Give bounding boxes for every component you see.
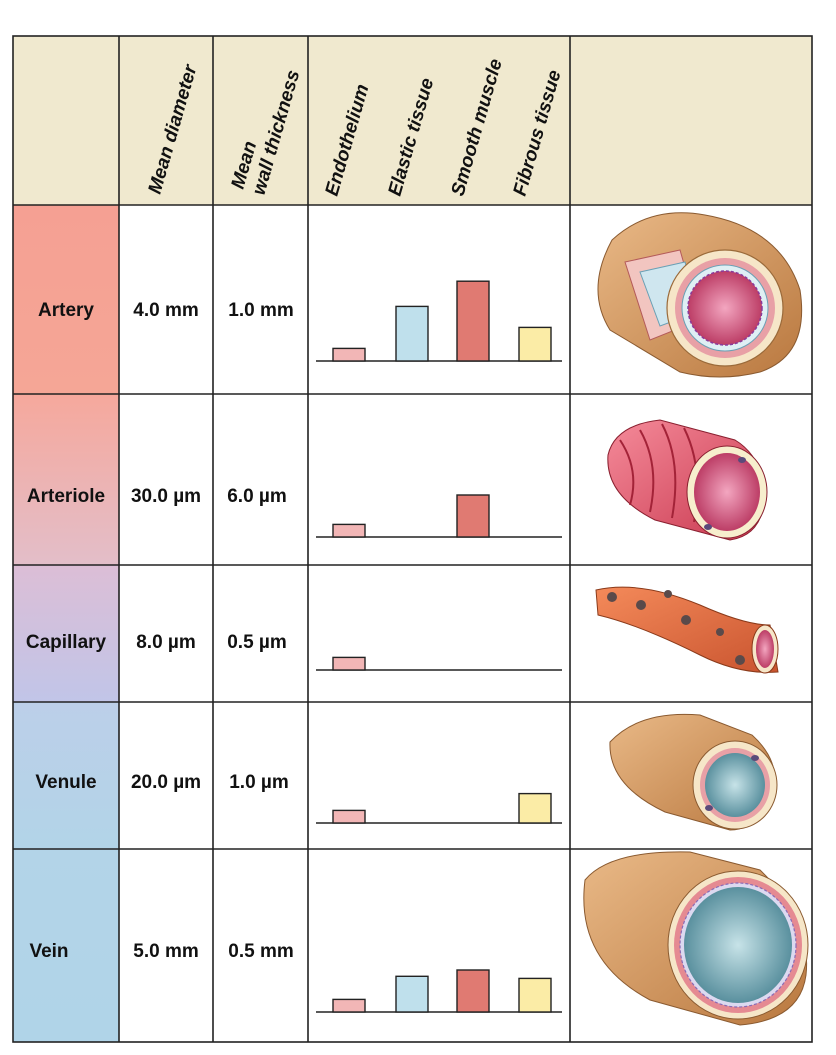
bar-capillary-endothelium	[332, 656, 366, 671]
mean-diameter-value: 5.0 mm	[133, 941, 198, 962]
bar-artery-fibrous-tissue	[518, 326, 552, 362]
tissue-composition-bars	[316, 280, 562, 1013]
wall-thickness-value: 6.0 µm	[227, 486, 287, 507]
table-grid	[12, 35, 813, 1043]
wall-thickness-value: 0.5 µm	[227, 632, 287, 653]
mean-diameter-value: 4.0 mm	[133, 300, 198, 321]
bar-artery-smooth-muscle	[456, 280, 490, 362]
wall-thickness-value: 0.5 mm	[228, 941, 293, 962]
venule-illustration	[609, 713, 778, 831]
row-bg-venule	[13, 702, 119, 849]
mean-diameter-value: 20.0 µm	[131, 772, 201, 793]
table-row-arteriole: Arteriole 30.0 µm 6.0 µm	[27, 486, 287, 507]
bar-vein-fibrous-tissue	[518, 977, 552, 1013]
row-label: Arteriole	[27, 486, 105, 507]
table-row-vein: Vein 5.0 mm 0.5 mm	[29, 941, 293, 962]
mean-diameter-value: 8.0 µm	[136, 632, 196, 653]
bar-venule-fibrous-tissue	[518, 792, 552, 824]
capillary-illustration	[595, 586, 779, 674]
table-row-venule: Venule 20.0 µm 1.0 µm	[35, 772, 288, 793]
table-row-artery: Artery 4.0 mm 1.0 mm	[38, 300, 294, 321]
row-label: Vein	[29, 941, 68, 962]
mean-diameter-value: 30.0 µm	[131, 486, 201, 507]
row-bg-artery	[13, 205, 119, 394]
bar-venule-endothelium	[332, 809, 366, 824]
row-bg-arteriole	[13, 394, 119, 565]
bar-vein-smooth-muscle	[456, 969, 490, 1013]
row-label: Artery	[38, 300, 94, 321]
vein-cross-section-illustration	[583, 851, 809, 1026]
arteriole-illustration	[607, 419, 768, 541]
row-label: Venule	[35, 772, 96, 793]
wall-thickness-value: 1.0 µm	[229, 772, 289, 793]
bar-vein-elastic-tissue	[395, 975, 429, 1013]
wall-thickness-value: 1.0 mm	[228, 300, 293, 321]
bar-vein-endothelium	[332, 998, 366, 1013]
bar-arteriole-endothelium	[332, 523, 366, 538]
bar-arteriole-smooth-muscle	[456, 494, 490, 538]
header-background	[13, 36, 812, 205]
row-bg-capillary	[13, 565, 119, 702]
table-row-capillary: Capillary 8.0 µm 0.5 µm	[26, 632, 287, 653]
artery-cross-section-illustration	[597, 212, 803, 378]
bar-artery-elastic-tissue	[395, 305, 429, 362]
row-bg-vein	[13, 849, 119, 1042]
bar-artery-endothelium	[332, 347, 366, 362]
row-label: Capillary	[26, 632, 107, 653]
